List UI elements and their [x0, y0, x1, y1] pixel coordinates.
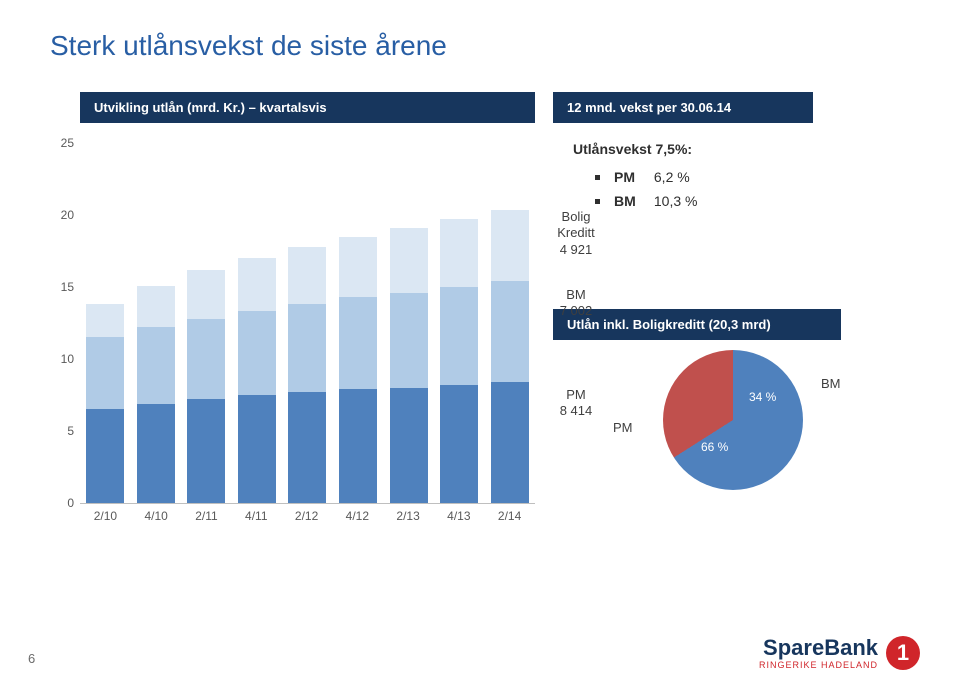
pie: [663, 350, 803, 490]
bar: [390, 228, 428, 503]
bar-segment-pm: [238, 395, 276, 503]
bar-segment-bolig-kreditt: [187, 270, 225, 319]
bullet-icon: [595, 175, 600, 180]
pie-slice-label: PM: [613, 420, 633, 435]
logo-sub: RINGERIKE HADELAND: [759, 661, 878, 670]
bar-segment-bm: [288, 304, 326, 392]
bar-segment-bolig-kreditt: [238, 258, 276, 311]
bar-segment-pm: [86, 409, 124, 503]
growth-title: Utlånsvekst 7,5%:: [573, 141, 883, 157]
y-tick: 0: [67, 496, 74, 510]
x-tick: 4/13: [447, 509, 470, 523]
x-axis-labels: 2/10 4/10 2/11 4/11 2/12 4/12 2/13 4/13 2/14: [80, 509, 535, 523]
bar-segment-bm: [86, 337, 124, 409]
y-tick: 15: [61, 280, 74, 294]
pie-slice-label: BM: [821, 376, 841, 391]
bar: [187, 270, 225, 503]
bar: [86, 304, 124, 503]
bar-segment-bm: [187, 319, 225, 400]
growth-header: 12 mnd. vekst per 30.06.14: [553, 92, 813, 123]
bar-segment-bolig-kreditt: [339, 237, 377, 297]
plot-area: BoligKreditt4 921BM7 002PM8 414: [80, 143, 535, 504]
bar-segment-bolig-kreditt: [390, 228, 428, 293]
slide-title: Sterk utlånsvekst de siste årene: [50, 30, 910, 62]
x-tick: 2/14: [498, 509, 521, 523]
bar-segment-pm: [491, 382, 529, 503]
bar-segment-pm: [390, 388, 428, 503]
x-tick: 4/11: [245, 509, 267, 523]
logo: SpareBank RINGERIKE HADELAND 1: [759, 636, 920, 670]
bullet-icon: [595, 199, 600, 204]
bar-chart: 0 5 10 15 20 25 BoligKreditt4 921BM7 002PM8 4…: [50, 133, 535, 553]
bar-segment-bolig-kreditt: [440, 219, 478, 287]
bar-segment-bolig-kreditt: [288, 247, 326, 305]
bar-segment-bolig-kreditt: [86, 304, 124, 337]
y-tick: 5: [67, 424, 74, 438]
bar-segment-bolig-kreditt: [491, 210, 529, 281]
bar-segment-pm: [187, 399, 225, 503]
bar: [491, 210, 529, 503]
bar: [440, 219, 478, 503]
bar-segment-bm: [339, 297, 377, 389]
bar-segment-bm: [491, 281, 529, 382]
pie-percent-label: 66 %: [701, 440, 728, 454]
y-axis: 0510152025: [50, 143, 80, 503]
y-tick: 10: [61, 352, 74, 366]
chart-annotation: BM7 002: [541, 287, 611, 320]
x-tick: 4/10: [144, 509, 167, 523]
bar-segment-pm: [288, 392, 326, 503]
growth-block: Utlånsvekst 7,5%: PM 6,2 % BM 10,3 %: [553, 133, 893, 209]
x-tick: 2/13: [396, 509, 419, 523]
pie-percent-label: 34 %: [749, 390, 776, 404]
bar-segment-pm: [440, 385, 478, 503]
growth-item: PM 6,2 %: [595, 169, 883, 185]
bars: [80, 143, 535, 503]
bar-segment-bm: [390, 293, 428, 388]
bar: [339, 237, 377, 503]
bar-segment-pm: [137, 404, 175, 503]
logo-badge: 1: [886, 636, 920, 670]
chart-annotation: BoligKreditt4 921: [541, 209, 611, 258]
growth-item: BM 10,3 %: [595, 193, 883, 209]
y-tick: 25: [61, 136, 74, 150]
y-tick: 20: [61, 208, 74, 222]
bar-segment-bm: [440, 287, 478, 385]
x-tick: 4/12: [346, 509, 369, 523]
bar-segment-bm: [238, 311, 276, 395]
bar: [238, 258, 276, 503]
pie-chart: PM BM 34 % 66 %: [553, 340, 853, 500]
bar: [288, 247, 326, 503]
page-number: 6: [28, 651, 35, 666]
x-tick: 2/11: [195, 509, 217, 523]
chart-header: Utvikling utlån (mrd. Kr.) – kvartalsvis: [80, 92, 535, 123]
x-tick: 2/10: [94, 509, 117, 523]
bar-segment-pm: [339, 389, 377, 503]
bar: [137, 286, 175, 503]
bar-segment-bolig-kreditt: [137, 286, 175, 328]
x-tick: 2/12: [295, 509, 318, 523]
logo-main: SpareBank: [763, 637, 878, 659]
bar-segment-bm: [137, 327, 175, 403]
headers: Utvikling utlån (mrd. Kr.) – kvartalsvis…: [50, 92, 910, 123]
right-column: Utlånsvekst 7,5%: PM 6,2 % BM 10,3 % Utlå…: [553, 133, 893, 553]
